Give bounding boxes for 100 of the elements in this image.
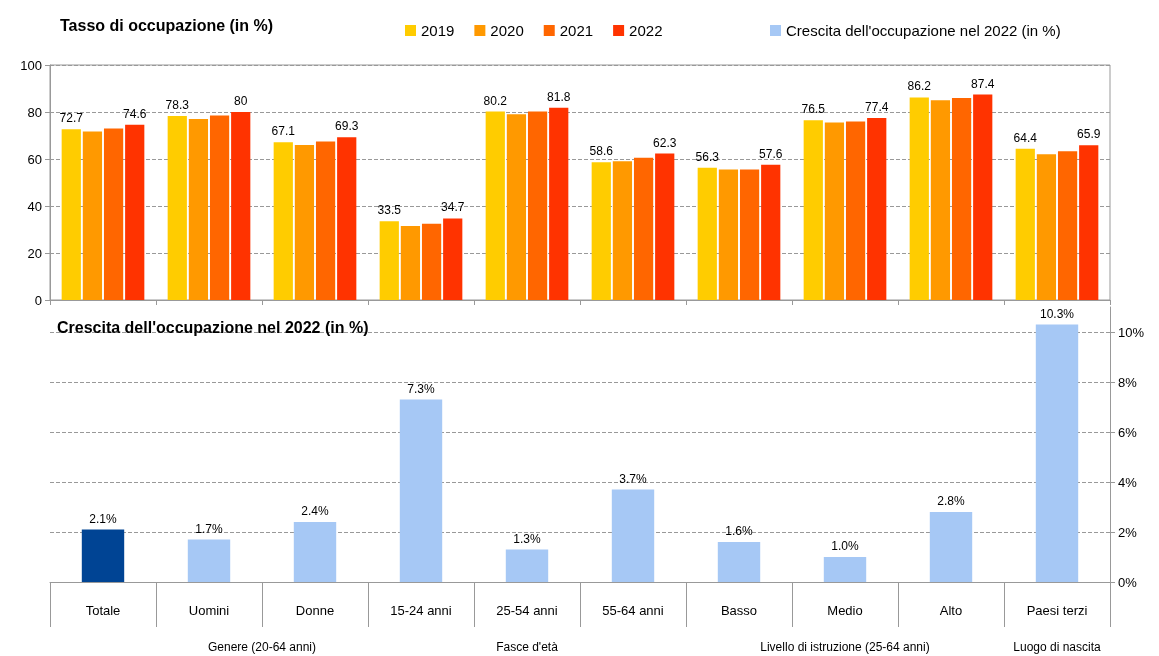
- data-label: 87.4: [971, 76, 995, 91]
- bar: [633, 157, 654, 300]
- bar: [505, 549, 549, 582]
- bar: [655, 153, 675, 300]
- data-label: 72.7: [59, 111, 84, 126]
- data-label: 2.4%: [301, 504, 329, 518]
- bar: [761, 164, 781, 300]
- bar: [549, 107, 569, 300]
- y-tick-label: 100: [20, 57, 42, 73]
- y-tick-label: 40: [27, 198, 42, 214]
- data-label: 10.3%: [1039, 306, 1075, 321]
- text: Livello di istruzione (25-64 anni): [760, 640, 930, 654]
- x-tick-label: 55-64 anni: [602, 603, 664, 618]
- data-label: 1.0%: [831, 539, 859, 553]
- y-tick-label: 0%: [1118, 574, 1138, 590]
- legend-label: 2022: [629, 22, 663, 39]
- bar: [527, 111, 548, 300]
- x-tick-label: Paesi terzi: [1026, 603, 1088, 618]
- data-label: 2.1%: [89, 511, 117, 526]
- data-label: 77.4: [865, 100, 889, 115]
- x-tick-label: Basso: [720, 603, 758, 618]
- bar: [824, 122, 845, 300]
- text: Crescita dell'occupazione nel 2022 (in %): [57, 318, 369, 336]
- data-label: 56.3: [695, 149, 720, 164]
- bar: [399, 399, 443, 582]
- data-label: 1.7%: [195, 521, 223, 536]
- x-tick-label: Alto: [939, 603, 963, 618]
- bar: [187, 539, 231, 582]
- y-tick-label: 6%: [1118, 424, 1138, 440]
- data-label: 1.6%: [725, 524, 753, 538]
- bar: [1015, 148, 1035, 300]
- bar: [61, 129, 81, 300]
- legend-label: 2019: [421, 22, 455, 39]
- bar: [167, 116, 187, 300]
- y-tick-label: 2%: [1118, 524, 1138, 540]
- bar: [337, 137, 357, 300]
- data-label: 33.5: [377, 203, 402, 218]
- data-label: 67.1: [271, 124, 296, 139]
- y-tick-label: 0: [34, 292, 42, 308]
- bar: [951, 97, 972, 300]
- bar: [421, 223, 442, 300]
- bar: [294, 144, 315, 300]
- bar: [929, 512, 973, 582]
- data-label: 64.4: [1013, 130, 1038, 145]
- bar: [293, 522, 337, 582]
- data-label: 62.3: [653, 135, 677, 150]
- data-label: 7.3%: [407, 381, 435, 396]
- x-tick-label: 25-54 anni: [496, 603, 558, 618]
- bar: [400, 225, 421, 300]
- legend-label: 2020: [490, 22, 524, 39]
- data-label: 57.6: [759, 146, 783, 161]
- data-label: 78.3: [165, 98, 190, 112]
- bar: [845, 121, 866, 300]
- data-label: 80.2: [483, 93, 508, 108]
- x-tick-label: Medio: [827, 603, 863, 618]
- y-tick-label: 4%: [1118, 474, 1138, 490]
- bar: [718, 169, 739, 300]
- bar: [485, 111, 505, 300]
- data-label: 58.6: [589, 144, 614, 159]
- bar: [315, 141, 336, 300]
- bar: [188, 119, 209, 300]
- bar: [1079, 145, 1099, 300]
- data-label: 2.8%: [937, 494, 965, 508]
- data-label: 69.3: [335, 119, 359, 134]
- data-label: 34.7: [441, 200, 465, 215]
- data-label: 65.9: [1077, 127, 1101, 142]
- bar: [82, 131, 103, 300]
- bar: [867, 118, 887, 300]
- x-tick-label: Donne: [295, 603, 335, 618]
- bar: [611, 489, 655, 582]
- chart-title: Tasso di occupazione (in %): [60, 16, 274, 34]
- bar: [103, 128, 124, 300]
- bar: [1035, 324, 1079, 582]
- y-tick-label: 20: [27, 245, 42, 261]
- bar: [973, 94, 993, 300]
- bar: [379, 221, 399, 300]
- data-label: 1.3%: [513, 531, 541, 546]
- data-label: 86.2: [907, 79, 932, 94]
- y-tick-label: 80: [27, 104, 42, 120]
- bar: [1036, 154, 1057, 300]
- bar: [612, 161, 633, 300]
- y-tick-label: 60: [27, 151, 42, 167]
- bar: [591, 162, 611, 300]
- bar: [81, 529, 125, 582]
- bar: [823, 557, 867, 582]
- bar: [803, 120, 823, 300]
- bar: [443, 218, 463, 300]
- bar: [273, 142, 293, 300]
- text: Fasce d'età: [496, 640, 559, 654]
- x-tick-label: 15-24 anni: [390, 603, 452, 618]
- data-label: 76.5: [801, 102, 826, 117]
- text: Genere (20-64 anni): [207, 640, 317, 654]
- x-tick-label: Uomini: [188, 603, 230, 618]
- data-label: 81.8: [547, 89, 571, 104]
- y-tick-label: 10%: [1118, 324, 1145, 340]
- legend-label: 2021: [559, 22, 594, 39]
- data-label: 74.6: [123, 106, 147, 121]
- bar: [739, 169, 760, 300]
- y-tick-label: 8%: [1118, 374, 1138, 390]
- bar: [231, 112, 251, 300]
